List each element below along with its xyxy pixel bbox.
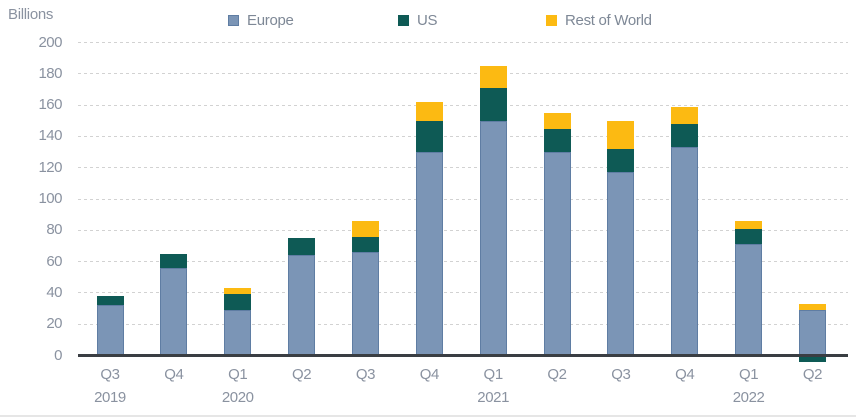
- legend-item-us: US: [398, 12, 438, 29]
- gridline: [78, 198, 848, 200]
- gridline: [78, 261, 848, 263]
- x-axis-line: [78, 354, 848, 357]
- bar-segment-europe: [798, 310, 826, 356]
- europe-swatch-icon: [228, 15, 239, 26]
- x-axis-quarter-label: Q2: [291, 366, 312, 383]
- gridline: [78, 292, 848, 294]
- us-swatch-icon: [398, 15, 409, 26]
- bar-segment-us: [224, 294, 252, 311]
- bar-segment-us: [479, 87, 507, 121]
- x-axis-quarter-label: Q2: [547, 366, 567, 383]
- bar-segment-europe: [671, 147, 699, 356]
- x-axis-quarter-label: Q1: [483, 366, 504, 383]
- y-axis-tick-label: 120: [38, 158, 62, 176]
- bar-segment-us: [351, 236, 379, 253]
- y-axis-tick-label: 200: [38, 33, 62, 51]
- bar-segment-rest-of-world: [607, 120, 635, 149]
- x-axis-quarter-label: Q1: [228, 366, 248, 383]
- bar-segment-rest-of-world: [415, 101, 443, 121]
- bar-segment-rest-of-world: [798, 303, 826, 311]
- bar-segment-rest-of-world: [543, 112, 571, 129]
- bar-segment-europe: [224, 310, 252, 356]
- x-axis-year-label: 2021: [477, 389, 510, 406]
- bar-segment-rest-of-world: [351, 220, 379, 237]
- bar-segment-europe: [96, 305, 124, 356]
- legend-item-rest-of-world: Rest of World: [546, 12, 652, 29]
- bar-segment-europe: [543, 152, 571, 356]
- bar-segment-us: [415, 120, 443, 153]
- gridline: [78, 167, 848, 169]
- bar-segment-us: [735, 228, 763, 245]
- y-axis-tick-label: 20: [46, 315, 62, 333]
- x-axis-quarter-label: Q4: [675, 366, 695, 383]
- y-axis-tick-label: 100: [38, 190, 62, 207]
- y-axis-tick-label: 0: [54, 346, 62, 364]
- bar-segment-us: [671, 123, 699, 148]
- gridline: [78, 73, 848, 75]
- y-axis-tick-label: 60: [46, 252, 62, 270]
- bar-segment-us: [798, 355, 826, 362]
- y-axis-tick-label: 160: [38, 96, 62, 114]
- bar-segment-us: [96, 296, 124, 306]
- gridline: [78, 135, 848, 137]
- legend-label-rest-of-world: Rest of World: [565, 12, 652, 29]
- bar-segment-us: [543, 128, 571, 153]
- y-axis-tick-label: 140: [38, 127, 62, 145]
- rest-of-world-swatch-icon: [546, 15, 557, 26]
- x-axis-quarter-label: Q4: [419, 366, 440, 383]
- bar-segment-rest-of-world: [671, 106, 699, 124]
- bar-segment-europe: [288, 255, 316, 356]
- bar-segment-europe: [607, 172, 635, 356]
- legend-label-europe: Europe: [247, 12, 294, 29]
- bar-segment-us: [607, 148, 635, 173]
- y-axis-tick-label: 40: [46, 283, 62, 301]
- x-axis-year-label: 2022: [732, 389, 765, 406]
- bar-segment-europe: [479, 120, 507, 356]
- bar-segment-rest-of-world: [735, 220, 763, 229]
- x-axis-year-label: 2020: [221, 389, 254, 406]
- x-axis-quarter-label: Q4: [164, 366, 184, 383]
- bar-segment-europe: [735, 244, 763, 356]
- bar-segment-rest-of-world: [224, 288, 252, 295]
- y-axis-title: Billions: [8, 6, 54, 23]
- x-axis-quarter-label: Q3: [611, 366, 631, 383]
- legend-item-europe: Europe: [228, 12, 294, 29]
- bar-segment-us: [288, 238, 316, 256]
- y-axis-tick-label: 180: [38, 64, 62, 82]
- bar-segment-europe: [415, 152, 443, 356]
- y-axis-tick-label: 80: [46, 221, 62, 239]
- bar-segment-europe: [160, 267, 188, 356]
- gridline: [78, 42, 848, 43]
- bar-segment-europe: [351, 252, 379, 356]
- gridline: [78, 104, 848, 106]
- legend-label-us: US: [417, 12, 438, 29]
- bar-segment-rest-of-world: [479, 65, 507, 88]
- x-axis-quarter-label: Q3: [355, 366, 376, 383]
- x-axis-quarter-label: Q1: [738, 366, 759, 383]
- x-axis-quarter-label: Q3: [100, 366, 120, 383]
- gridline: [78, 229, 848, 231]
- gridline: [78, 323, 848, 325]
- bar-segment-us: [160, 253, 188, 268]
- x-axis-quarter-label: Q2: [802, 366, 823, 383]
- x-axis-year-label: 2019: [94, 389, 126, 406]
